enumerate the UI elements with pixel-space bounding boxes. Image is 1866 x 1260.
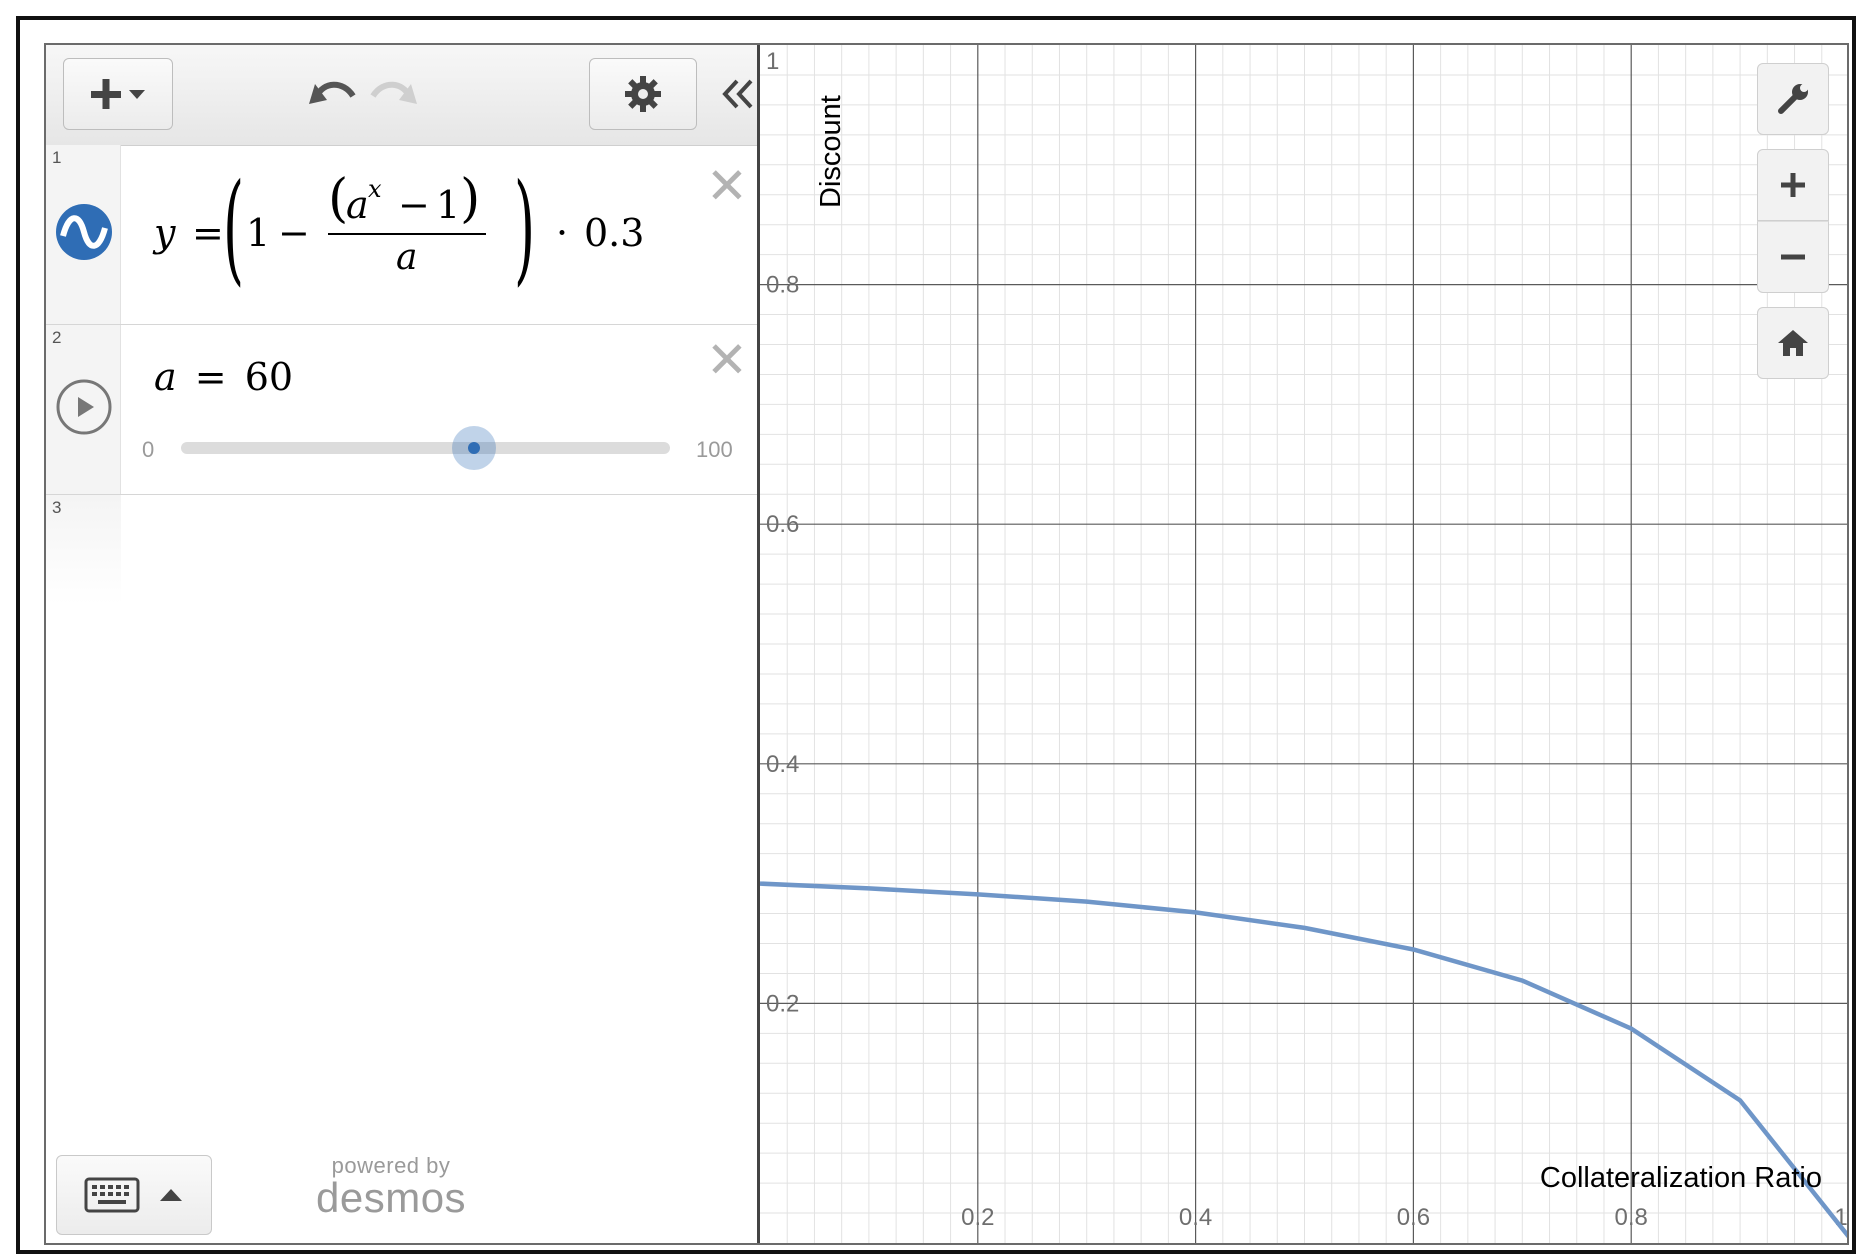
top-cropped-title bbox=[0, 0, 1866, 16]
minus-icon bbox=[1781, 254, 1805, 260]
x-axis-title: Collateralization Ratio bbox=[1540, 1162, 1822, 1194]
keyboard-toggle-button[interactable] bbox=[56, 1155, 212, 1235]
slider-max-label: 100 bbox=[696, 437, 733, 462]
expression-math-2[interactable]: a = 60 bbox=[154, 355, 294, 399]
y-axis-title: Discount bbox=[815, 95, 847, 208]
delete-expression-button[interactable]: ✕ bbox=[706, 157, 748, 215]
expression-index: 2 bbox=[52, 328, 62, 347]
plus-icon bbox=[1781, 173, 1805, 197]
slider-min-label: 0 bbox=[142, 437, 155, 462]
expression-gutter: 1 bbox=[46, 145, 121, 324]
y-tick-label: 0.6 bbox=[766, 511, 799, 538]
graph-settings-button[interactable] bbox=[1757, 63, 1829, 135]
x-tick-label: 0.4 bbox=[1179, 1204, 1212, 1231]
plus-dropdown-icon bbox=[91, 79, 145, 109]
desmos-calculator: 1 y = ( 1 − ( a x − 1 ) bbox=[44, 43, 1849, 1245]
fraction-bar bbox=[328, 233, 486, 235]
double-chevron-left-icon bbox=[722, 79, 753, 109]
wrench-icon bbox=[1778, 84, 1808, 114]
expression-index: 3 bbox=[52, 498, 62, 517]
graph-color-toggle[interactable] bbox=[55, 203, 113, 261]
wave-icon bbox=[56, 204, 112, 260]
expression-index: 1 bbox=[52, 148, 62, 167]
y-tick-label: 1 bbox=[766, 48, 779, 75]
undo-icon bbox=[309, 81, 356, 104]
caret-up-icon bbox=[160, 1189, 182, 1201]
x-tick-label: 0.6 bbox=[1397, 1204, 1430, 1231]
add-item-button[interactable] bbox=[63, 58, 173, 130]
play-slider-button[interactable] bbox=[55, 378, 113, 436]
y-tick-label: 0.8 bbox=[766, 272, 799, 299]
x-tick-label: 0.2 bbox=[961, 1204, 994, 1231]
graph-canvas[interactable]: 0.2 0.4 0.6 0.8 10.20.40.60.81 Collateraliza… bbox=[759, 45, 1849, 1243]
play-icon bbox=[56, 379, 112, 435]
zoom-in-button[interactable] bbox=[1757, 149, 1829, 221]
y-tick-label: 0.4 bbox=[766, 751, 799, 778]
powered-by-desmos[interactable]: powered by desmos bbox=[316, 1153, 467, 1221]
big-paren-left: ( bbox=[223, 159, 245, 298]
keyboard-icon bbox=[84, 1177, 140, 1213]
x-tick-label: 0.8 bbox=[1615, 1204, 1648, 1231]
expression-panel: 1 y = ( 1 − ( a x − 1 ) bbox=[46, 45, 760, 1243]
graph-paper[interactable]: 0.2 0.4 0.6 0.8 1 0.2 0.4 0.6 0.8 1 Collateraliza… bbox=[759, 45, 1849, 1243]
slider-handle[interactable] bbox=[452, 426, 497, 470]
expression-toolbar bbox=[46, 45, 757, 146]
expression-row-1[interactable]: 1 y = ( 1 − ( a x − 1 ) bbox=[46, 145, 757, 325]
expression-math-1[interactable]: y = ( 1 − ( a x − 1 ) a ) · 0.3 bbox=[154, 159, 645, 298]
function-curve[interactable] bbox=[759, 881, 1849, 1239]
home-icon bbox=[1778, 330, 1808, 356]
zoom-out-button[interactable] bbox=[1757, 221, 1829, 293]
collapse-panel-button[interactable] bbox=[718, 67, 758, 121]
redo-button[interactable] bbox=[364, 67, 424, 121]
y-tick-label: 0.2 bbox=[766, 990, 799, 1017]
delete-expression-button[interactable]: ✕ bbox=[706, 331, 748, 389]
expression-gutter: 3 bbox=[46, 495, 121, 605]
slider-track[interactable] bbox=[181, 426, 670, 470]
expression-gutter: 2 bbox=[46, 325, 121, 494]
redo-icon bbox=[370, 81, 417, 104]
settings-button[interactable] bbox=[589, 58, 697, 130]
default-viewport-button[interactable] bbox=[1757, 307, 1829, 379]
big-paren-right: ) bbox=[514, 159, 536, 298]
gear-icon bbox=[625, 76, 661, 112]
expression-row-3[interactable]: 3 bbox=[46, 495, 757, 605]
undo-button[interactable] bbox=[302, 67, 362, 121]
expression-row-2[interactable]: 2 a = 60 0 100 ✕ bbox=[46, 325, 757, 495]
